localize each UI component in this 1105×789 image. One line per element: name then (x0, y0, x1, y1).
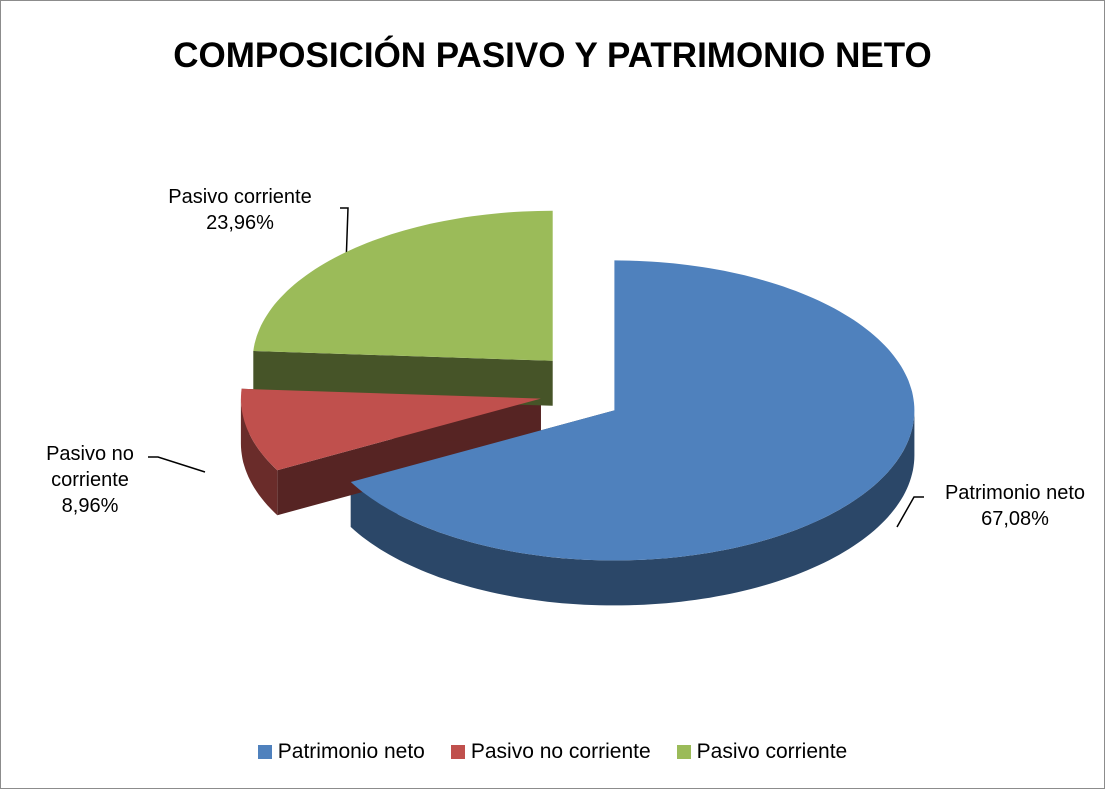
label-value: 8,96% (61, 495, 119, 517)
legend-label: Pasivo no corriente (470, 740, 651, 763)
leader-line (340, 207, 349, 266)
label-category: Patrimonio neto (944, 482, 1086, 504)
legend-item: Pasivo corriente (676, 740, 848, 764)
slice-side (240, 398, 278, 516)
data-label: Pasivo corriente 23,96% (140, 184, 340, 236)
legend-swatch (676, 745, 691, 759)
label-value: 67,08% (981, 508, 1049, 530)
slice (253, 210, 553, 361)
data-label: Patrimonio neto 67,08% (920, 480, 1105, 532)
data-label: Pasivo no corriente 8,96% (30, 441, 150, 519)
legend-item: Pasivo no corriente (450, 740, 651, 764)
label-value: 23,96% (206, 212, 274, 234)
legend-swatch (257, 745, 272, 759)
legend-item: Patrimonio neto (257, 740, 425, 764)
legend: Patrimonio neto Pasivo no corriente Pasivo… (0, 740, 1105, 764)
label-category: Pasivo no corriente (46, 443, 134, 491)
legend-label: Pasivo corriente (696, 740, 848, 763)
leader-line (148, 456, 206, 473)
chart-title: COMPOSICIÓN PASIVO Y PATRIMONIO NETO (173, 36, 932, 75)
label-category: Pasivo corriente (168, 186, 312, 208)
legend-swatch (450, 745, 465, 759)
legend-label: Patrimonio neto (277, 740, 425, 763)
leader-line (896, 496, 924, 528)
slice-side (350, 410, 915, 606)
slice (350, 260, 915, 561)
slice (240, 388, 541, 471)
